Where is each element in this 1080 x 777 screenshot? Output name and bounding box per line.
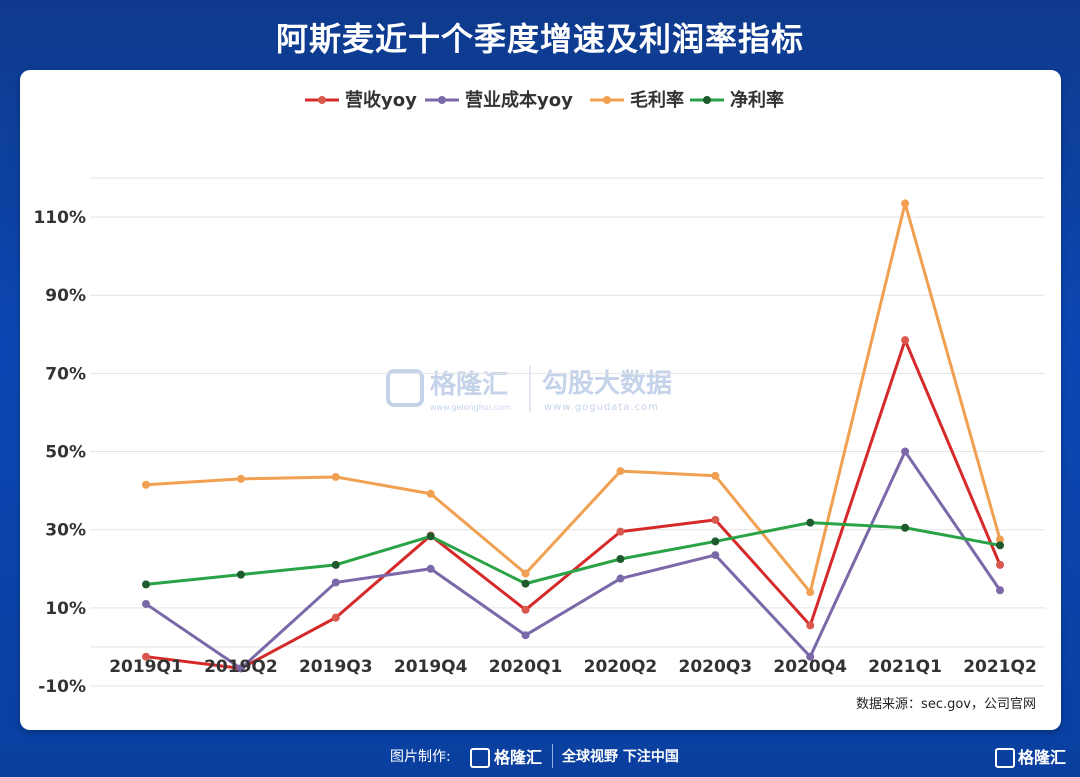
data-point — [996, 560, 1004, 569]
data-point — [426, 532, 435, 541]
y-tick-label: 110% — [33, 208, 86, 228]
data-point — [426, 564, 435, 573]
data-point — [521, 631, 530, 640]
gelonghui-logo-icon — [470, 748, 490, 768]
source-note: 数据来源：sec.gov，公司官网 — [856, 697, 1036, 712]
data-point — [331, 560, 340, 569]
data-point — [901, 447, 910, 456]
data-point — [901, 523, 910, 532]
data-point — [236, 664, 245, 673]
y-tick-label: 50% — [45, 443, 86, 463]
data-point — [142, 480, 150, 489]
data-point — [521, 569, 530, 578]
data-point — [142, 599, 150, 608]
series-lines: 2019Q1 2019Q2 2019Q3 2019Q4 2020Q1 2020Q2 2020… — [109, 199, 1037, 677]
legend-swatch-marker — [703, 96, 711, 104]
x-tick-label: 2020Q2 — [584, 657, 658, 677]
x-tick-label: 2021Q1 — [868, 657, 942, 677]
data-point — [142, 580, 150, 589]
chart-card: 格隆汇 www.gelonghui.com 勾股大数据 www.gogudata.co… — [20, 70, 1061, 730]
corner-logo-icon — [995, 748, 1015, 768]
data-point — [426, 489, 435, 498]
y-axis-ticks: -10% 10% 30% 50% 70% 90% 110% — [33, 208, 86, 697]
data-point — [996, 535, 1004, 544]
data-point — [711, 471, 720, 480]
series-line — [145, 521, 1001, 586]
footer-made-by: 图片制作: — [390, 749, 451, 765]
x-tick-label: 2019Q1 — [109, 657, 183, 677]
data-point — [806, 518, 815, 527]
data-point — [711, 515, 720, 524]
footer: 图片制作: 格隆汇 全球视野 下注中国 格隆汇 — [0, 738, 1080, 777]
y-tick-label: 90% — [45, 286, 86, 306]
y-tick-label: -10% — [38, 677, 86, 697]
legend-swatch-marker — [438, 96, 446, 104]
legend-swatch-marker — [318, 96, 326, 104]
data-point — [521, 579, 530, 588]
data-point — [711, 537, 720, 546]
watermark-brand-right-url: www.gogudata.com — [544, 402, 659, 413]
legend-swatch-marker — [603, 96, 611, 104]
y-tick-label: 70% — [45, 364, 86, 384]
series-line — [145, 450, 1002, 670]
legend-label: 毛利率 — [630, 89, 684, 111]
data-point — [711, 551, 720, 560]
data-point — [996, 541, 1004, 550]
chart-title: 阿斯麦近十个季度增速及利润率指标 — [275, 20, 804, 58]
watermark: 格隆汇 www.gelonghui.com 勾股大数据 www.gogudata.co… — [386, 365, 672, 413]
x-tick-label: 2019Q2 — [204, 657, 278, 677]
footer-divider — [552, 744, 553, 768]
watermark-logo-icon — [386, 369, 424, 407]
data-point — [806, 588, 815, 597]
x-tick-label: 2020Q4 — [773, 657, 847, 677]
legend-label: 净利率 — [730, 89, 784, 111]
legend-label: 营业成本yoy — [465, 89, 573, 111]
x-tick-label: 2020Q1 — [489, 657, 563, 677]
footer-brand: 格隆汇 — [494, 748, 543, 767]
data-point — [806, 652, 815, 661]
legend: 营收yoy 营业成本yoy 毛利率 净利率 — [305, 89, 784, 111]
data-point — [806, 621, 815, 630]
data-point — [331, 472, 340, 481]
x-tick-label: 2021Q2 — [963, 657, 1037, 677]
data-point — [236, 570, 245, 579]
x-tick-label: 2019Q3 — [299, 657, 373, 677]
data-point — [616, 467, 625, 476]
legend-label: 营收yoy — [345, 89, 417, 111]
footer-corner-brand: 格隆汇 — [1018, 748, 1067, 767]
data-point — [616, 527, 625, 536]
data-point — [142, 652, 150, 661]
watermark-brand-left-url: www.gelonghui.com — [430, 403, 511, 412]
data-point — [901, 336, 910, 345]
line-chart: 格隆汇 www.gelonghui.com 勾股大数据 www.gogudata.co… — [33, 89, 1045, 697]
x-tick-label: 2020Q3 — [679, 657, 753, 677]
y-tick-label: 10% — [45, 599, 86, 619]
watermark-brand-right: 勾股大数据 — [542, 369, 672, 399]
y-tick-label: 30% — [45, 521, 86, 541]
data-point — [236, 474, 245, 483]
data-point — [521, 605, 530, 614]
series-line — [145, 201, 1002, 594]
data-point — [331, 613, 340, 622]
grid-lines — [90, 177, 1045, 687]
data-point — [616, 574, 625, 583]
data-point — [901, 199, 910, 208]
data-point — [616, 555, 625, 563]
data-point — [331, 578, 340, 587]
watermark-brand-left: 格隆汇 — [430, 369, 508, 400]
x-tick-label: 2019Q4 — [394, 657, 468, 677]
footer-slogan: 全球视野 下注中国 — [562, 749, 679, 765]
data-point — [996, 586, 1004, 595]
